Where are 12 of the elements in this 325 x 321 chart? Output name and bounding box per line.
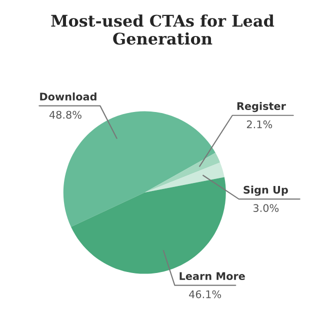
pie-slice (144, 162, 224, 193)
data-label: 3.0% (253, 204, 279, 212)
data-label: 2.1% (246, 120, 272, 128)
slice-label: Learn More (180, 272, 245, 280)
slice-label: Register (237, 102, 286, 112)
data-label: 46.1% (189, 290, 222, 298)
chart-title: Most-used CTAs for Lead Generation (51, 14, 274, 45)
data-label: 48.8% (49, 110, 82, 119)
pie-slice (144, 152, 220, 193)
slice-label: Sign Up (244, 186, 288, 196)
pie-slice (70, 177, 226, 274)
slice-label: Download (40, 92, 96, 101)
